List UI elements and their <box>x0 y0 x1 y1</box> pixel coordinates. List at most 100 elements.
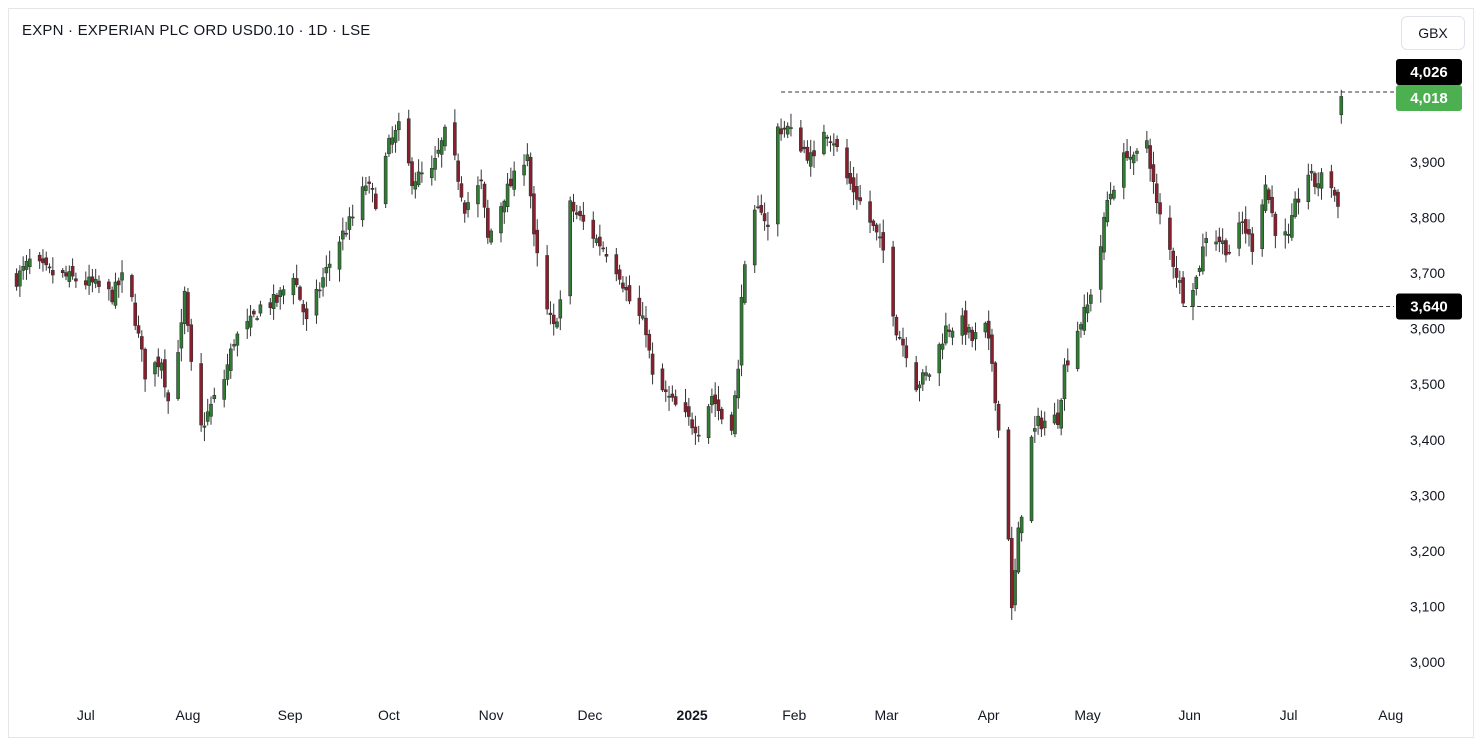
candle-body <box>291 277 296 296</box>
candle <box>1121 143 1126 200</box>
candle-body <box>344 232 348 235</box>
candle <box>416 159 421 188</box>
candle-body <box>18 270 22 287</box>
candle-body <box>443 126 447 147</box>
time-axis[interactable]: Jul Aug Sep Oct Nov Dec 2025 Feb Mar Apr May Jun Jul… <box>77 707 1403 723</box>
candle-body <box>397 121 401 131</box>
candle <box>60 268 65 278</box>
candle-body <box>617 269 622 280</box>
candle <box>1042 411 1047 436</box>
candle <box>1105 191 1110 227</box>
candle <box>1056 399 1060 429</box>
candle <box>413 172 418 199</box>
candle <box>509 167 513 188</box>
candle <box>436 137 441 158</box>
candle <box>713 382 717 418</box>
currency-button[interactable]: GBX <box>1401 16 1465 50</box>
price-badge-text: 4,018 <box>1410 90 1448 107</box>
candle-body <box>1214 241 1218 245</box>
candle-body <box>950 330 955 338</box>
candle-body <box>1079 324 1083 330</box>
candle <box>716 386 721 421</box>
candle-body <box>986 320 991 339</box>
candle <box>344 221 348 238</box>
candle <box>706 403 711 444</box>
candle-body <box>1247 229 1251 235</box>
candle <box>1336 189 1340 219</box>
candle-body <box>812 150 816 157</box>
candle-body <box>512 170 516 190</box>
candle <box>1227 244 1232 256</box>
candle <box>364 176 368 196</box>
candle-body <box>1240 221 1245 223</box>
candle <box>687 397 691 426</box>
candle <box>156 348 161 377</box>
y-tick-label: 3,400 <box>1410 432 1445 448</box>
candle-body <box>578 210 582 217</box>
candle <box>710 388 714 414</box>
candle-body <box>996 403 1001 431</box>
candle <box>439 137 444 168</box>
candle <box>97 275 101 294</box>
candle-body <box>785 125 790 135</box>
candle-body <box>1316 183 1321 189</box>
candle <box>835 135 839 152</box>
candle <box>406 109 411 166</box>
candle <box>894 314 899 341</box>
candle-body <box>897 337 902 339</box>
candle-body <box>571 201 576 212</box>
candle-body <box>429 168 434 179</box>
candle-body <box>189 324 194 362</box>
candle-body <box>1033 428 1037 432</box>
price-axis[interactable]: 3,000 3,100 3,200 3,300 3,400 3,500 3,600 3,700… <box>1410 154 1445 670</box>
candle <box>387 134 391 157</box>
candle-body <box>1217 236 1222 243</box>
candle <box>1131 151 1136 176</box>
candle <box>268 298 273 315</box>
candle <box>667 385 671 411</box>
candle <box>947 323 951 338</box>
candle-body <box>535 229 540 254</box>
candle <box>779 118 783 141</box>
candle <box>1052 402 1057 425</box>
candle-body <box>436 149 441 154</box>
candle-body <box>1309 170 1314 174</box>
candle-body <box>1263 184 1268 211</box>
candle-body <box>337 241 342 270</box>
candle <box>558 290 563 331</box>
candle <box>775 123 780 237</box>
candle <box>47 263 52 274</box>
candle-body <box>21 266 25 271</box>
candle-body <box>993 362 998 404</box>
candle <box>278 287 283 310</box>
candle <box>1065 348 1070 373</box>
candle-body <box>143 348 147 380</box>
candle-body <box>835 139 839 147</box>
candle <box>166 389 170 414</box>
candle-body <box>182 290 187 324</box>
candle-body <box>673 396 678 405</box>
candle <box>93 268 98 289</box>
candle-body <box>683 402 688 413</box>
candle <box>535 219 540 267</box>
candle-body <box>525 154 530 162</box>
candle <box>525 143 530 167</box>
candle <box>1148 138 1152 182</box>
candle-body <box>624 287 629 291</box>
candle-body <box>44 257 49 266</box>
candle-body <box>825 136 830 139</box>
candle <box>785 122 790 139</box>
candle <box>812 140 816 168</box>
candle-body <box>1204 238 1208 244</box>
candle-body <box>268 302 273 309</box>
candle <box>891 240 895 327</box>
candle-body <box>14 273 19 287</box>
candle-body <box>822 131 826 155</box>
candle-body <box>917 384 922 389</box>
candle <box>87 264 91 295</box>
candle <box>209 396 213 425</box>
candle-body <box>482 183 487 208</box>
candle-body <box>660 368 665 391</box>
candle <box>1174 255 1179 288</box>
